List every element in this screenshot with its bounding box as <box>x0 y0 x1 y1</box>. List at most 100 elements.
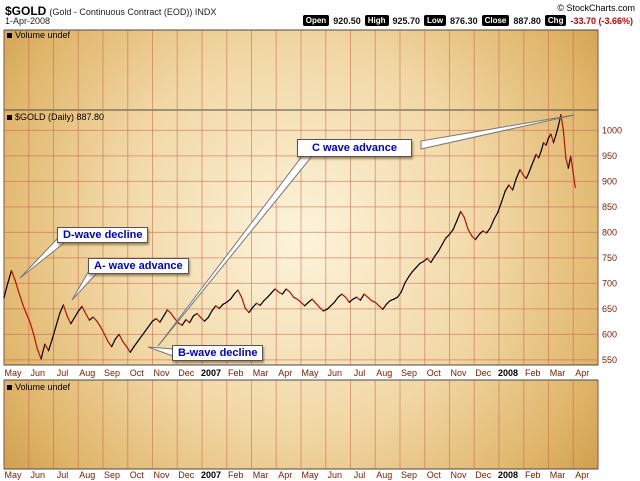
price-segment <box>330 301 336 307</box>
y-tick-label: 700 <box>602 278 617 288</box>
price-segment <box>562 129 567 159</box>
x-tick-label: Sep <box>401 368 417 378</box>
price-segment <box>504 184 510 192</box>
price-segment <box>359 293 365 301</box>
chart-header: $GOLD (Gold - Continuous Contract (EOD)) … <box>0 0 640 28</box>
x-tick-label: Jul <box>57 470 69 480</box>
price-segment <box>85 312 90 321</box>
x-tick-label: May <box>301 470 319 480</box>
price-segment <box>445 233 451 239</box>
a-wave-callout: A- wave advance <box>88 258 189 274</box>
x-tick-label: Jul <box>354 470 366 480</box>
x-tick-label: Aug <box>79 368 95 378</box>
price-segment <box>300 301 306 307</box>
price-segment <box>337 293 343 298</box>
price-segment <box>393 296 399 300</box>
price-segment <box>422 257 428 263</box>
high-value: 925.70 <box>392 15 421 26</box>
x-tick-label: 2008 <box>498 470 518 480</box>
price-segment <box>289 291 295 298</box>
price-segment <box>215 305 220 309</box>
x-tick-label: Nov <box>153 470 170 480</box>
price-segment <box>7 270 13 284</box>
y-tick-label: 850 <box>602 202 617 212</box>
x-tick-label: May <box>4 470 22 480</box>
volume-top-pane-label: Volume undef <box>7 30 70 40</box>
x-tick-label: Oct <box>130 470 145 480</box>
price-segment <box>29 321 35 335</box>
price-segment <box>252 302 258 308</box>
price-segment <box>36 348 42 360</box>
price-segment <box>500 190 506 203</box>
price-segment <box>370 300 376 303</box>
price-segment <box>233 289 239 295</box>
price-segment <box>363 293 369 298</box>
price-segment <box>40 343 46 360</box>
price-segment <box>278 291 284 295</box>
price-segment <box>25 312 31 323</box>
x-tick-label: 2007 <box>201 470 221 480</box>
price-segment <box>77 305 83 313</box>
price-segment <box>229 293 235 300</box>
price-segment <box>570 155 574 174</box>
x-tick-label: Apr <box>278 470 292 480</box>
price-segment <box>493 211 499 220</box>
price-segment <box>550 133 555 144</box>
price-segment <box>326 305 332 311</box>
price-segment <box>533 153 537 162</box>
price-segment <box>486 227 491 234</box>
price-segment <box>478 230 484 236</box>
price-segment <box>497 201 503 214</box>
c-wave-callout: C wave advance <box>297 139 412 157</box>
price-segment <box>565 157 569 169</box>
price-segment <box>140 330 146 338</box>
price-segment <box>129 346 135 353</box>
b-wave-callout: B-wave decline <box>172 345 264 361</box>
price-segment <box>426 257 432 264</box>
price-segment <box>508 184 514 191</box>
price-segment <box>333 296 339 303</box>
price-segment <box>18 291 24 305</box>
y-tick-label: 650 <box>602 304 617 314</box>
price-segment <box>200 316 206 322</box>
x-tick-label: Dec <box>475 368 492 378</box>
price-segment <box>341 293 347 298</box>
x-tick-label: Aug <box>376 470 392 480</box>
price-segment <box>125 346 131 353</box>
price-segment <box>51 325 57 340</box>
price-segment <box>59 304 65 315</box>
y-tick-label: 550 <box>602 355 617 365</box>
price-segment <box>474 233 480 241</box>
price-segment <box>122 340 128 348</box>
low-label: Low <box>424 15 447 26</box>
y-tick-label: 600 <box>602 329 617 339</box>
open-label: Open <box>302 15 330 26</box>
price-segment <box>47 338 53 352</box>
x-tick-label: Nov <box>450 368 467 378</box>
price-segment <box>159 315 165 323</box>
x-tick-label: Oct <box>130 368 145 378</box>
x-tick-label: Aug <box>376 368 392 378</box>
price-segment <box>400 282 406 293</box>
price-segment <box>471 235 477 241</box>
x-tick-label: May <box>4 368 22 378</box>
y-tick-label: 1000 <box>602 125 622 135</box>
price-segment <box>226 298 232 303</box>
price-segment <box>460 210 465 219</box>
price-segment <box>545 137 550 146</box>
x-tick-label: Feb <box>525 368 541 378</box>
price-segment <box>203 316 209 322</box>
price-segment <box>456 210 462 222</box>
x-tick-label: Mar <box>253 368 269 378</box>
x-tick-label: Aug <box>79 470 95 480</box>
x-tick-label: Oct <box>427 368 442 378</box>
x-tick-label: Jun <box>30 470 45 480</box>
price-segment <box>137 335 142 343</box>
price-segment <box>170 312 176 320</box>
price-segment <box>515 169 521 179</box>
price-segment <box>519 169 525 177</box>
price-segment <box>207 310 213 319</box>
price-segment <box>352 296 358 300</box>
price-segment <box>218 303 224 309</box>
